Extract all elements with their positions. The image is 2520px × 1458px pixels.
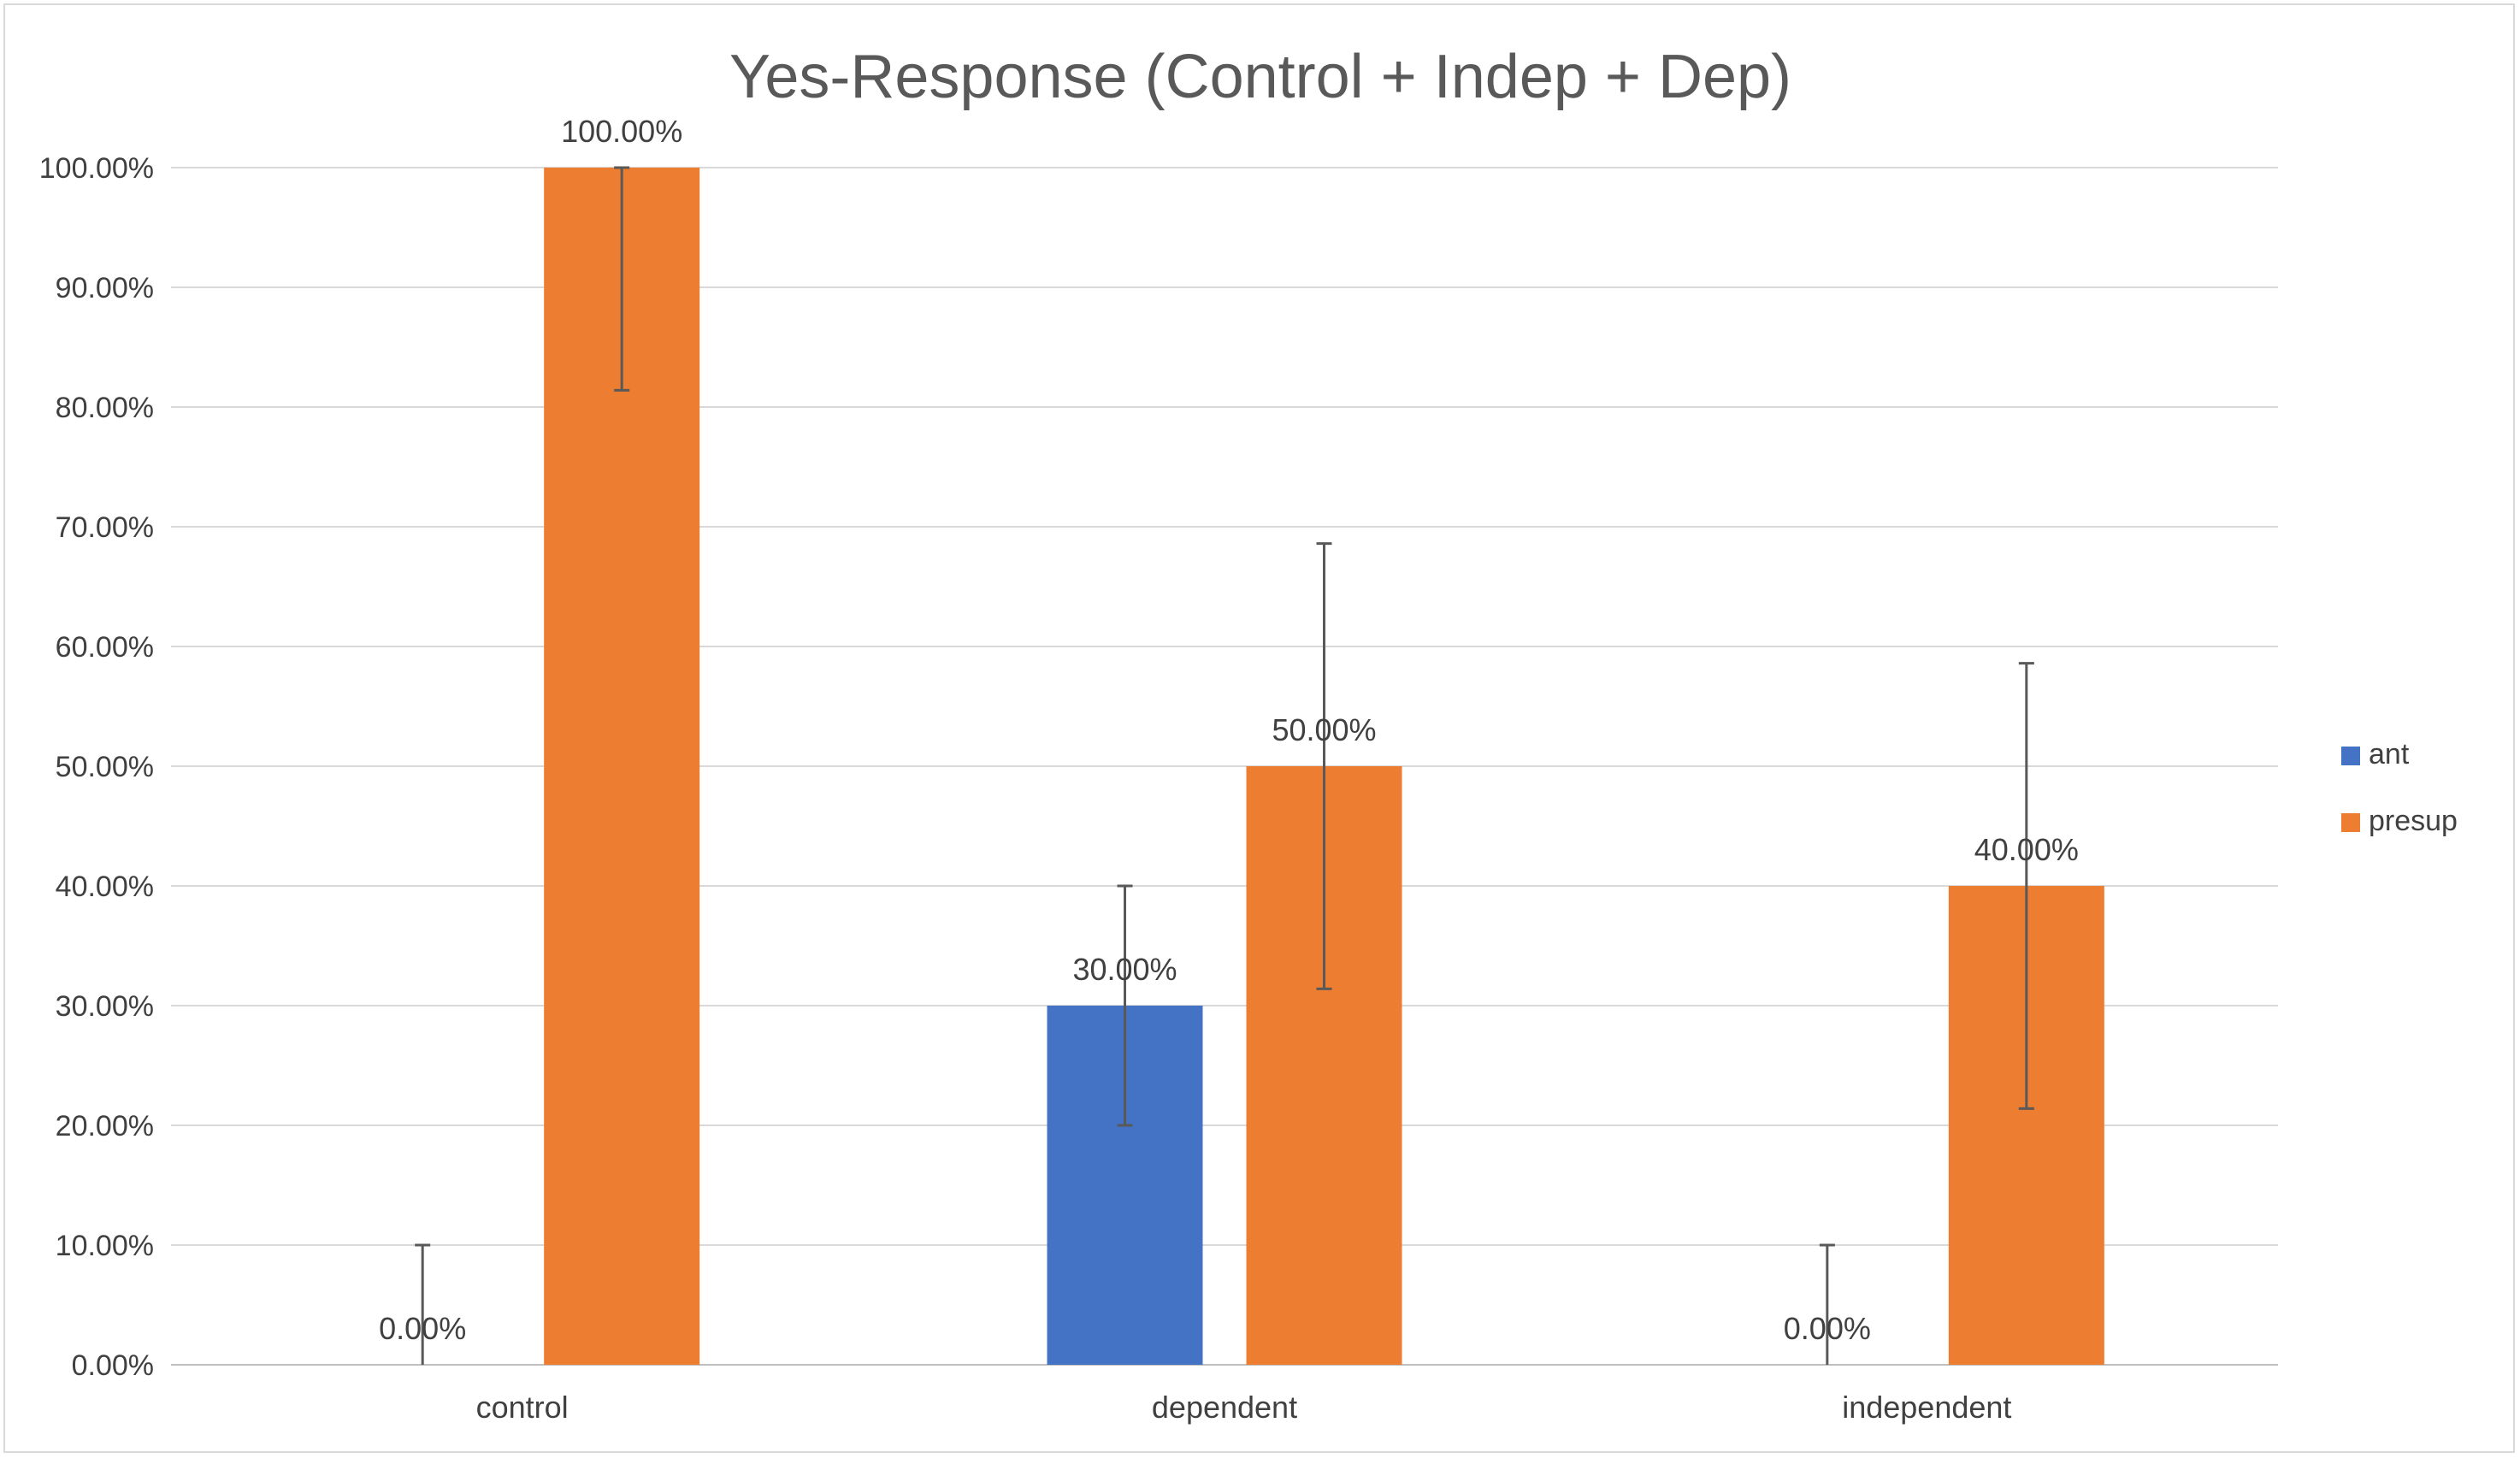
legend-item-presup: presup <box>2341 805 2458 837</box>
legend-swatch <box>2341 747 2360 765</box>
data-label: 50.00% <box>1272 712 1376 747</box>
legend-swatch <box>2341 813 2360 832</box>
y-tick-label: 100.00% <box>39 152 154 185</box>
chart-title: Yes-Response (Control + Indep + Dep) <box>729 43 1791 111</box>
category-label: independent <box>1842 1390 2011 1425</box>
data-labels: 0.00% 100.00% 30.00% 50.00% 0.00% 40.00% <box>379 114 2079 1346</box>
x-axis-category-labels: control dependent independent <box>476 1390 2012 1425</box>
data-label: 40.00% <box>1974 832 2079 867</box>
y-tick-label: 40.00% <box>56 871 154 903</box>
legend-label: presup <box>2369 805 2458 837</box>
data-label: 30.00% <box>1072 952 1177 987</box>
y-tick-label: 70.00% <box>56 511 154 544</box>
y-tick-label: 50.00% <box>56 751 154 783</box>
data-label: 0.00% <box>1784 1311 1871 1346</box>
legend: ant presup <box>2341 738 2458 837</box>
data-label: 0.00% <box>379 1311 466 1346</box>
y-tick-label: 80.00% <box>56 392 154 424</box>
y-tick-label: 60.00% <box>56 631 154 664</box>
data-label: 100.00% <box>561 114 682 149</box>
gridlines <box>171 167 2278 1366</box>
y-tick-label: 0.00% <box>72 1349 154 1382</box>
category-label: dependent <box>1152 1390 1297 1425</box>
legend-label: ant <box>2369 738 2410 770</box>
y-tick-label: 30.00% <box>56 990 154 1023</box>
y-axis-tick-labels: 0.00% 10.00% 20.00% 30.00% 40.00% 50.00% 60.00… <box>39 152 154 1382</box>
y-tick-label: 90.00% <box>56 272 154 304</box>
legend-item-ant: ant <box>2341 738 2410 770</box>
y-tick-label: 20.00% <box>56 1110 154 1142</box>
error-bars <box>415 166 2034 1365</box>
y-tick-label: 10.00% <box>56 1230 154 1262</box>
category-label: control <box>476 1390 569 1425</box>
